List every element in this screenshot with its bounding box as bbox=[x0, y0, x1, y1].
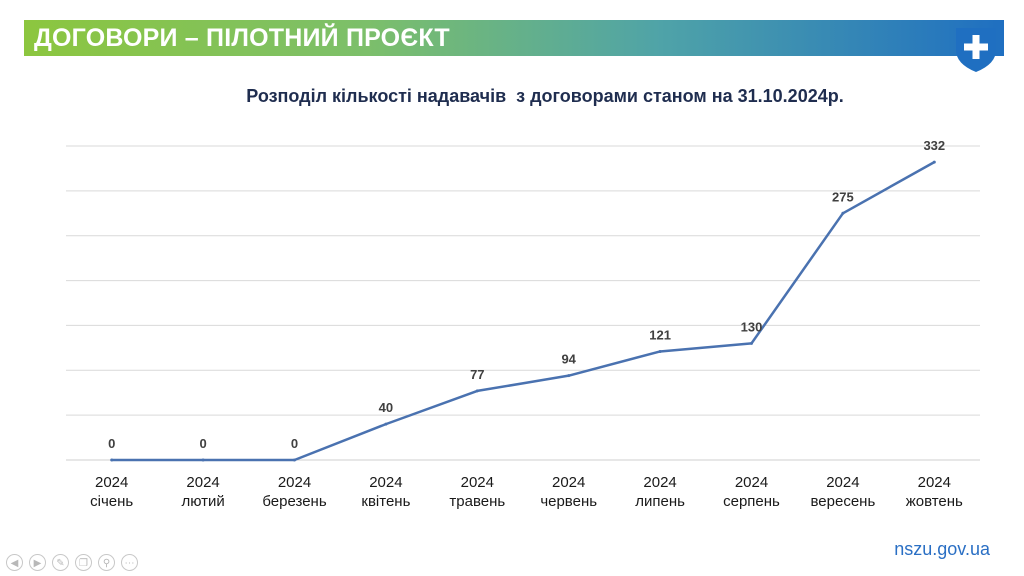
site-link[interactable]: nszu.gov.ua bbox=[894, 539, 990, 559]
x-tick-label-year: 2024 bbox=[95, 474, 128, 491]
data-label: 130 bbox=[741, 319, 763, 334]
x-tick-label-month: липень bbox=[635, 493, 685, 510]
x-tick-label-month: вересень bbox=[811, 493, 876, 510]
x-tick-label-year: 2024 bbox=[918, 474, 951, 491]
copy-icon[interactable]: ❐ bbox=[75, 554, 92, 571]
header-banner: ДОГОВОРИ – ПІЛОТНИЙ ПРОЄКТ bbox=[24, 20, 1004, 56]
data-label: 77 bbox=[470, 367, 484, 382]
x-tick-label-month: серпень bbox=[723, 493, 780, 510]
x-tick-label-year: 2024 bbox=[186, 474, 219, 491]
data-label: 94 bbox=[561, 352, 576, 367]
x-tick-label-month: жовтень bbox=[906, 493, 963, 510]
x-tick-label-month: червень bbox=[540, 493, 597, 510]
data-point bbox=[110, 458, 114, 462]
x-tick-label-month: травень bbox=[449, 493, 505, 510]
data-label: 0 bbox=[108, 436, 115, 451]
more-icon[interactable]: ⋯ bbox=[121, 554, 138, 571]
data-label: 275 bbox=[832, 189, 854, 204]
data-point bbox=[658, 349, 662, 353]
x-tick-label-year: 2024 bbox=[735, 474, 768, 491]
data-point bbox=[293, 458, 296, 462]
data-point bbox=[384, 422, 388, 426]
data-label: 40 bbox=[379, 400, 393, 415]
back-icon[interactable]: ◀ bbox=[6, 554, 23, 571]
x-tick-label-year: 2024 bbox=[369, 474, 402, 491]
x-tick-label-year: 2024 bbox=[552, 474, 585, 491]
series-line bbox=[111, 161, 935, 462]
data-label: 332 bbox=[923, 138, 945, 153]
data-point bbox=[750, 341, 753, 345]
data-label: 0 bbox=[199, 436, 206, 451]
x-tick-label-year: 2024 bbox=[461, 474, 494, 491]
chart-title: Розподіл кількості надавачів з договорам… bbox=[246, 86, 844, 106]
x-tick-label-year: 2024 bbox=[278, 474, 311, 491]
forward-icon[interactable]: ▶ bbox=[29, 554, 46, 571]
data-point bbox=[201, 458, 205, 462]
pen-icon[interactable]: ✎ bbox=[52, 554, 69, 571]
data-point bbox=[932, 160, 936, 164]
data-label: 0 bbox=[291, 436, 298, 451]
x-tick-label-month: лютий bbox=[181, 493, 224, 510]
data-point bbox=[567, 374, 571, 378]
data-point bbox=[841, 211, 845, 215]
data-label: 121 bbox=[649, 327, 671, 342]
x-tick-label-month: березень bbox=[262, 493, 326, 510]
data-point bbox=[475, 389, 479, 393]
x-tick-label-year: 2024 bbox=[826, 474, 859, 491]
page-title: ДОГОВОРИ – ПІЛОТНИЙ ПРОЄКТ bbox=[34, 24, 450, 52]
zoom-icon[interactable]: ⚲ bbox=[98, 554, 115, 571]
shield-cross-icon bbox=[956, 28, 996, 72]
x-tick-label-year: 2024 bbox=[643, 474, 676, 491]
slide-nav-controls: ◀ ▶ ✎ ❐ ⚲ ⋯ bbox=[6, 554, 138, 571]
x-tick-label-month: квітень bbox=[361, 493, 410, 510]
x-tick-label-month: січень bbox=[90, 493, 133, 510]
